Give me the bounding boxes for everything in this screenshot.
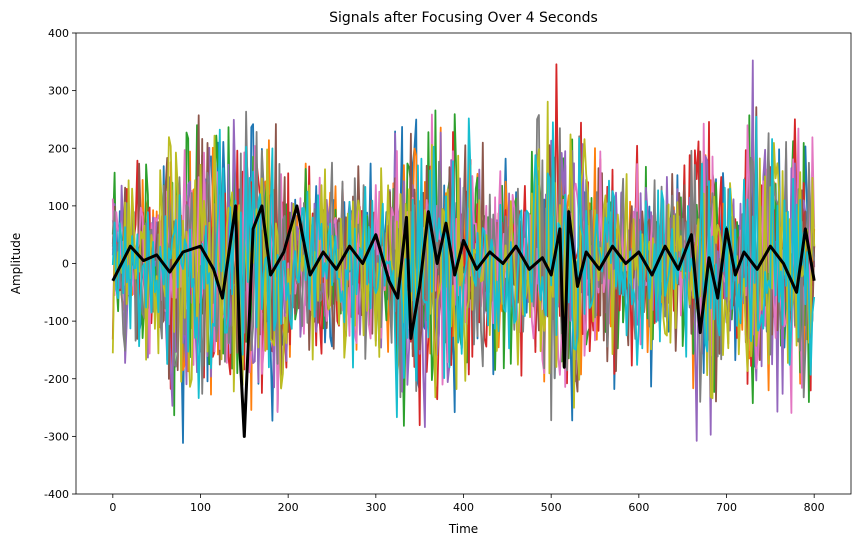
- focused-layer: [111, 204, 816, 438]
- x-tick-label: 800: [804, 501, 825, 514]
- x-tick-label: 100: [190, 501, 211, 514]
- x-axis: 0 100 200 300 400 500 600 700 800: [109, 494, 825, 514]
- y-tick-label: 300: [48, 85, 69, 98]
- y-tick-label: 0: [62, 258, 69, 271]
- y-tick-label: -400: [44, 488, 69, 501]
- y-axis-label: Amplitude: [9, 233, 23, 295]
- x-tick-label: 200: [278, 501, 299, 514]
- x-tick-label: 400: [453, 501, 474, 514]
- chart-title: Signals after Focusing Over 4 Seconds: [329, 10, 598, 26]
- y-tick-label: 400: [48, 27, 69, 40]
- x-tick-label: 500: [541, 501, 562, 514]
- signal-line: [111, 110, 816, 422]
- focused-signal-line: [111, 204, 816, 438]
- y-tick-label: 100: [48, 200, 69, 213]
- x-tick-label: 700: [716, 501, 737, 514]
- x-tick-label: 0: [109, 501, 116, 514]
- x-tick-label: 600: [628, 501, 649, 514]
- y-tick-label: -200: [44, 373, 69, 386]
- series-layer: [111, 59, 816, 444]
- y-tick-label: -300: [44, 430, 69, 443]
- x-tick-label: 300: [365, 501, 386, 514]
- y-tick-label: -100: [44, 315, 69, 328]
- x-axis-label: Time: [448, 522, 478, 536]
- y-tick-label: 200: [48, 142, 69, 155]
- y-axis: -400 -300 -200 -100 0 100 200 300 400: [44, 27, 76, 501]
